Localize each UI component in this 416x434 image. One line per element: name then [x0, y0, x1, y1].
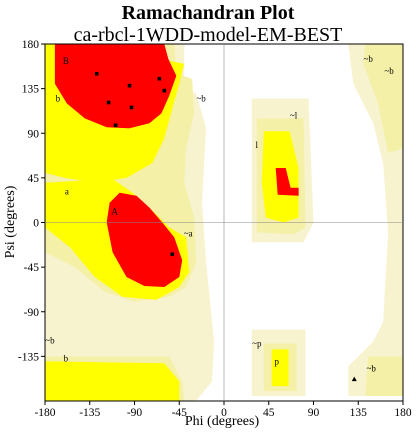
x-tick-label: -45: [172, 407, 188, 419]
x-tick-label: 90: [308, 407, 320, 419]
region-label: ~b: [45, 335, 55, 345]
region-label: b: [64, 353, 69, 363]
y-tick-label: 135: [22, 84, 40, 96]
data-points: [94, 71, 357, 382]
data-point: [113, 123, 118, 128]
y-tick-label: 45: [28, 173, 40, 185]
core-region-l: [275, 168, 299, 196]
data-point: [162, 88, 167, 93]
core-region-beta: [54, 44, 177, 129]
region-label: ~b: [366, 363, 376, 373]
y-tick-label: 0: [33, 218, 39, 230]
generous-region-right-bottom: [365, 356, 403, 396]
x-axis-label: Phi (degrees): [185, 414, 260, 429]
chart-title: Ramachandran Plot: [121, 2, 295, 24]
data-point: [94, 71, 99, 76]
data-point: [129, 105, 134, 110]
generous-region-right-top: [363, 44, 403, 154]
region-label: ~a: [184, 228, 193, 238]
data-point: [170, 252, 175, 257]
region-label: B: [63, 56, 69, 66]
y-tick-label: -135: [18, 351, 39, 363]
core-region-alpha: [106, 192, 183, 287]
allowed-region-p: [271, 349, 289, 387]
region-labels: Bb a A ~a ~b ~l l ~b b ~p p ~b ~b ~b: [45, 54, 394, 373]
x-tick-label: -135: [79, 407, 100, 419]
data-point-triangle: [351, 376, 357, 382]
data-point: [127, 83, 132, 88]
region-label: a: [65, 187, 69, 197]
y-axis-label: Psi (degrees): [3, 185, 18, 258]
region-label: b: [56, 94, 61, 104]
region-layers: [45, 44, 403, 401]
x-tick-label: -180: [34, 407, 55, 419]
x-tick-label: 180: [394, 407, 412, 419]
y-tick-label: -90: [24, 307, 40, 319]
data-point: [106, 100, 111, 105]
chart-subtitle: ca-rbcl-1WDD-model-EM-BEST: [73, 24, 343, 46]
y-tick-label: -45: [24, 262, 40, 274]
x-tick-label: 135: [350, 407, 368, 419]
region-label: ~p: [252, 338, 262, 348]
region-label: ~b: [384, 66, 394, 76]
data-point: [157, 76, 162, 81]
x-tick-label: -90: [127, 407, 143, 419]
axes: -180 -135 -90 -45 0 45 90 135 180 180 135 90 45 0 -45 -…: [18, 39, 412, 419]
x-tick-label: 0: [221, 407, 227, 419]
region-label: ~b: [196, 94, 206, 104]
x-tick-label: 45: [263, 407, 275, 419]
region-label: ~l: [290, 110, 298, 120]
allowed-region-bottom: [45, 361, 180, 401]
region-label: ~b: [364, 54, 374, 64]
region-label: l: [256, 140, 259, 150]
region-label: p: [274, 356, 279, 366]
y-tick-label: 90: [28, 128, 40, 140]
region-label: A: [111, 207, 118, 217]
y-tick-label: 180: [22, 39, 40, 51]
